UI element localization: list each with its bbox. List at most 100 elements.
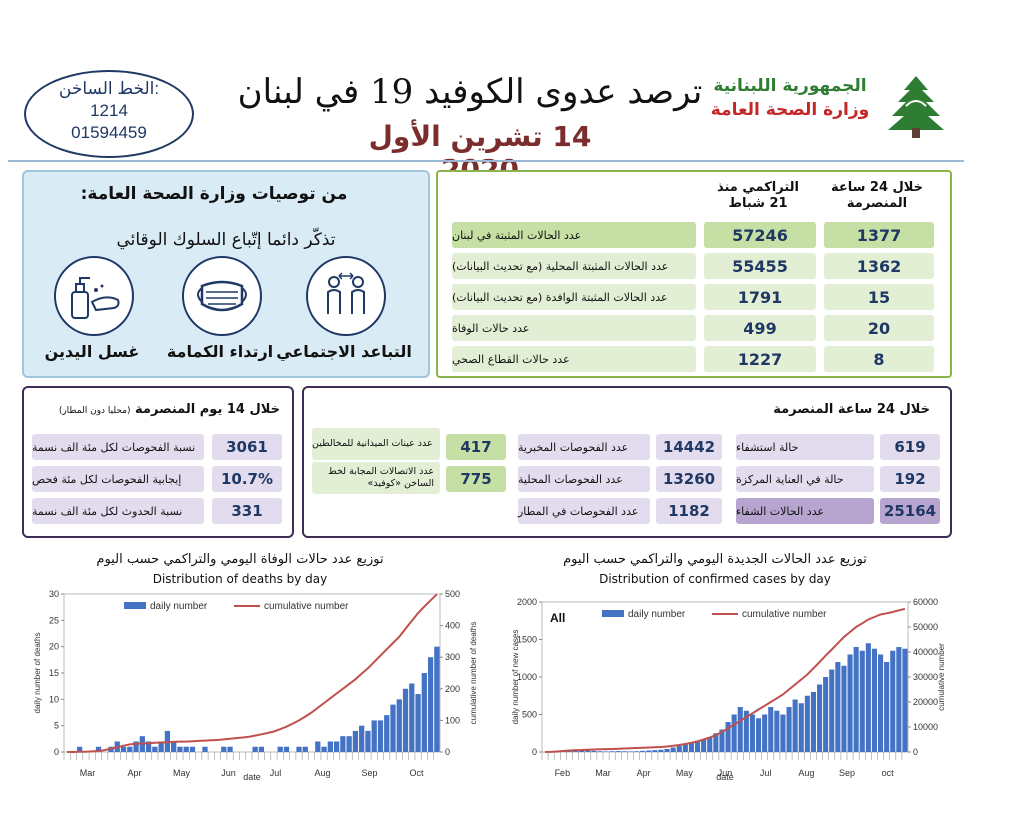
- month-label: May: [676, 768, 694, 778]
- daily-bar: [158, 741, 164, 752]
- icu-value: 192: [880, 466, 940, 492]
- daily-bar: [786, 707, 792, 752]
- cases-chart: 0500100015002000010000200003000040000500…: [511, 597, 946, 782]
- daily-bar: [221, 746, 227, 752]
- daily-bar: [865, 643, 871, 752]
- recovered-value: 25164: [880, 498, 940, 524]
- stat-24h-health-sector: 8: [824, 346, 934, 372]
- y-tick-label: 15: [49, 668, 59, 678]
- daily-bar: [177, 746, 183, 752]
- ministry-label: وزارة الصحة العامة: [710, 100, 870, 120]
- daily-bar: [682, 744, 688, 752]
- daily-bar: [597, 751, 603, 752]
- cedar-logo-icon: [888, 76, 944, 138]
- daily-bar: [646, 750, 652, 752]
- daily-bar: [359, 725, 365, 752]
- daily-bar: [202, 746, 208, 752]
- y-tick-label: 2000: [517, 597, 537, 607]
- stat-cum-health-sector: 1227: [704, 346, 816, 372]
- daily-bar: [841, 665, 847, 752]
- y2-tick-label: 0: [913, 747, 918, 757]
- cases-chart-title: Distribution of confirmed cases by day: [599, 572, 831, 586]
- month-label: May: [173, 768, 191, 778]
- daily-bar: [377, 720, 384, 752]
- cases-chart-title-ar: توزيع عدد الحالات الجديدة اليومي والتراك…: [563, 552, 867, 567]
- stat-label-deaths: عدد حالات الوفاة: [452, 315, 696, 341]
- daily-bar: [95, 746, 102, 752]
- stats-header-24h: خلال 24 ساعة المنصرمة: [830, 180, 924, 211]
- y-tick-label: 25: [49, 615, 59, 625]
- days14-tests-label: نسبة الفحوصات لكل مئة الف نسمة: [32, 434, 204, 460]
- month-label: Mar: [80, 768, 96, 778]
- y-tick-label: 20: [49, 642, 59, 652]
- daily-bar: [227, 746, 233, 752]
- daily-bar: [658, 749, 664, 752]
- daily-bar: [756, 718, 762, 752]
- daily-bar: [434, 646, 440, 752]
- y-tick-label: 1500: [517, 635, 537, 645]
- daily-bar: [189, 746, 196, 752]
- last-24-hours-panel: خلال 24 ساعة المنصرمة 619 حالة استشفاء 1…: [302, 386, 952, 538]
- daily-bar: [725, 722, 731, 752]
- month-label: Aug: [798, 768, 814, 778]
- days14-title-note: (محليا دون المطار): [58, 406, 131, 416]
- daily-bar: [701, 740, 707, 752]
- airport-tests-label: عدد الفحوصات في المطار: [518, 498, 650, 524]
- daily-bar: [798, 703, 804, 752]
- y2-axis-label: cumulative number: [937, 643, 946, 711]
- daily-bar: [621, 751, 627, 752]
- header-divider: [8, 160, 964, 162]
- month-label: Feb: [555, 768, 571, 778]
- stat-label-local: عدد الحالات المثبتة المحلية (مع تحديث ال…: [452, 253, 696, 279]
- daily-bar: [878, 654, 884, 752]
- y-tick-label: 10: [49, 694, 59, 704]
- daily-bar: [823, 677, 829, 752]
- y2-axis-label: cumulative number of deaths: [469, 622, 478, 725]
- daily-bar: [664, 749, 670, 752]
- daily-bar: [859, 650, 865, 752]
- daily-bar: [327, 741, 333, 752]
- daily-bar: [804, 695, 810, 752]
- daily-bar: [670, 747, 676, 752]
- days14-title: خلال 14 يوم المنصرمة (محليا دون المطار): [34, 402, 280, 417]
- daily-bar: [396, 699, 402, 752]
- daily-bar: [640, 750, 646, 752]
- stat-cum-local: 55455: [704, 253, 816, 279]
- y2-tick-label: 10000: [913, 722, 938, 732]
- daily-bar: [780, 714, 786, 752]
- daily-bar: [133, 741, 139, 752]
- daily-bar: [768, 707, 774, 752]
- daily-bar: [762, 714, 768, 752]
- daily-bar: [152, 746, 158, 752]
- y2-tick-label: 500: [445, 589, 460, 599]
- local-tests-label: عدد الفحوصات المحلية: [518, 466, 650, 492]
- hand-washing-icon: [54, 256, 134, 336]
- daily-bar: [731, 714, 737, 752]
- hospitalized-label: حالة استشفاء: [736, 434, 874, 460]
- y-axis-label: daily number of deaths: [33, 633, 42, 714]
- y2-tick-label: 40000: [913, 647, 938, 657]
- recommendations-title: من توصيات وزارة الصحة العامة:: [80, 184, 348, 204]
- field-samples-label: عدد عينات الميدانية للمخالطين: [312, 428, 440, 460]
- legend-daily-label: daily number: [628, 609, 686, 620]
- social-distancing-icon: [306, 256, 386, 336]
- x-axis-label: date: [716, 772, 734, 782]
- month-label: Jun: [718, 768, 733, 778]
- daily-bar: [340, 736, 346, 752]
- daily-bar: [409, 683, 415, 752]
- daily-bar: [346, 736, 352, 752]
- hotline-label: الخط الساخن:: [58, 79, 160, 98]
- y-tick-label: 500: [522, 710, 537, 720]
- month-label: oct: [882, 768, 895, 778]
- month-label: Aug: [314, 768, 330, 778]
- recommendations-panel: من توصيات وزارة الصحة العامة: تذكّر دائم…: [22, 170, 430, 378]
- ministry-name: الجمهورية اللبنانية وزارة الصحة العامة: [705, 74, 875, 122]
- daily-bar: [591, 750, 597, 752]
- days14-incidence-value: 331: [212, 498, 282, 524]
- daily-bar: [890, 650, 896, 752]
- y2-tick-label: 400: [445, 621, 460, 631]
- y-tick-label: 0: [532, 747, 537, 757]
- lab-tests-label: عدد الفحوصات المخبرية: [518, 434, 650, 460]
- y-tick-label: 0: [54, 747, 59, 757]
- daily-bar: [384, 715, 390, 752]
